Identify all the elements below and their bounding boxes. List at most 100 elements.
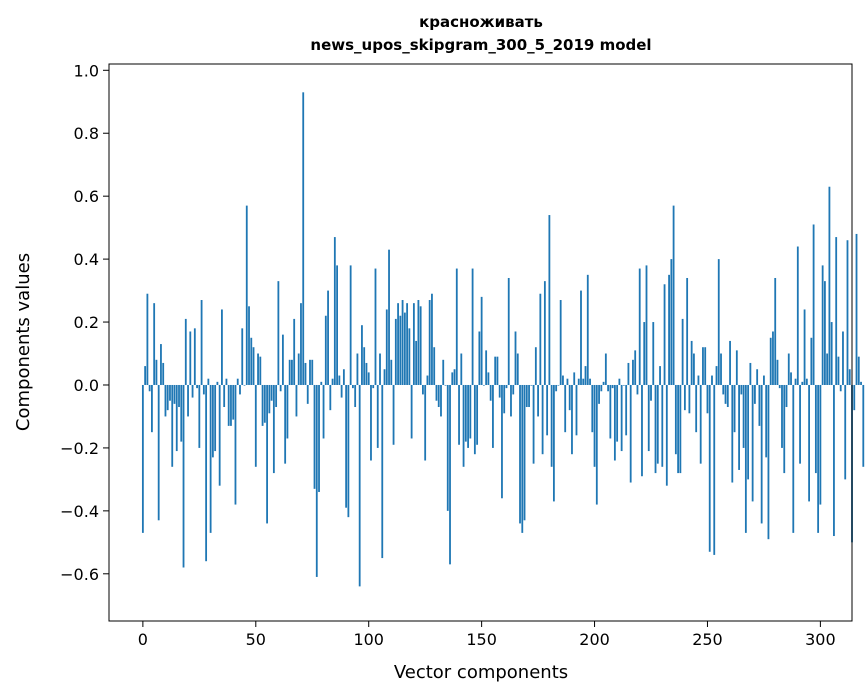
bar-135 — [446, 384, 449, 511]
bar-309 — [839, 384, 842, 392]
bar-150 — [480, 296, 483, 385]
bar-295 — [808, 384, 810, 502]
bar-268 — [747, 384, 750, 480]
bar-95 — [356, 353, 359, 385]
bar-56 — [268, 384, 271, 414]
bar-140 — [458, 384, 460, 445]
bar-253 — [713, 384, 716, 555]
bar-195 — [582, 378, 585, 385]
bar-163 — [510, 384, 512, 417]
bar-273 — [758, 384, 761, 426]
bar-190 — [571, 384, 573, 455]
x-tick-label: 250 — [692, 630, 723, 649]
bar-234 — [670, 259, 673, 385]
bar-269 — [749, 362, 752, 385]
bar-218 — [634, 350, 637, 385]
bar-298 — [814, 384, 817, 474]
bar-17 — [180, 384, 183, 442]
bar-278 — [769, 337, 772, 385]
bar-211 — [618, 378, 621, 385]
bar-194 — [580, 290, 582, 385]
ticks-group: 0 50 100 150 200 250 300 −0.6 −0.4 −0.2 0.0 0.2 0.4 0… — [60, 61, 836, 649]
bar-22 — [191, 384, 194, 398]
bar-82 — [327, 290, 329, 385]
bar-184 — [557, 384, 560, 386]
bar-5 — [153, 303, 156, 385]
bar-137 — [451, 372, 454, 385]
bar-100 — [367, 372, 370, 385]
bar-97 — [361, 325, 363, 385]
bar-274 — [760, 384, 763, 524]
bar-161 — [505, 384, 508, 389]
bar-259 — [726, 384, 729, 408]
bar-81 — [324, 315, 327, 385]
bar-317 — [857, 356, 860, 385]
bar-202 — [598, 384, 600, 404]
bar-65 — [288, 359, 291, 385]
bar-50 — [254, 384, 257, 467]
bar-123 — [419, 306, 422, 385]
bar-76 — [313, 384, 316, 489]
bar-112 — [394, 318, 397, 385]
bar-143 — [464, 384, 467, 442]
x-tick-label: 200 — [579, 630, 610, 649]
bar-313 — [848, 369, 851, 385]
bar-297 — [812, 224, 815, 385]
bar-153 — [487, 372, 490, 385]
bar-239 — [681, 318, 684, 385]
bar-251 — [708, 384, 711, 552]
bar-176 — [539, 293, 542, 385]
bar-136 — [449, 384, 451, 565]
bar-103 — [374, 268, 377, 385]
bar-293 — [803, 309, 806, 385]
bar-43 — [239, 384, 241, 395]
bar-88 — [340, 384, 343, 398]
bar-110 — [390, 359, 393, 385]
bar-183 — [555, 384, 558, 392]
bar-144 — [467, 384, 469, 448]
bar-35 — [221, 309, 223, 385]
bar-232 — [665, 384, 668, 486]
bar-236 — [674, 384, 677, 455]
y-tick-label: −0.4 — [60, 502, 99, 521]
bar-318 — [860, 381, 862, 385]
bar-23 — [193, 328, 196, 385]
bar-4 — [151, 384, 153, 433]
bar-223 — [645, 265, 648, 385]
chart-subtitle: news_upos_skipgram_300_5_2019 model — [310, 36, 651, 54]
bar-200 — [593, 384, 596, 467]
bar-48 — [250, 337, 253, 385]
bar-12 — [169, 384, 171, 401]
bar-78 — [318, 384, 320, 492]
bar-215 — [627, 362, 630, 385]
bar-86 — [336, 265, 338, 385]
bar-291 — [799, 384, 801, 464]
bar-241 — [686, 277, 689, 385]
bar-303 — [826, 353, 829, 385]
bar-272 — [756, 369, 759, 385]
bar-307 — [835, 237, 838, 385]
bar-90 — [345, 384, 348, 508]
bar-105 — [379, 353, 381, 385]
bar-127 — [428, 300, 431, 385]
bar-209 — [613, 384, 616, 461]
bar-213 — [623, 384, 625, 386]
bar-227 — [654, 384, 657, 474]
bar-149 — [478, 331, 481, 385]
bar-94 — [354, 384, 357, 408]
bar-32 — [214, 384, 217, 452]
bar-119 — [410, 384, 413, 439]
bar-55 — [266, 384, 268, 524]
bar-98 — [363, 347, 366, 385]
bar-306 — [833, 384, 835, 537]
bar-302 — [824, 281, 826, 385]
y-tick-label: 0.8 — [74, 124, 99, 143]
bar-216 — [629, 384, 632, 483]
bar-84 — [331, 378, 334, 385]
bar-93 — [352, 384, 354, 389]
bar-13 — [171, 384, 174, 467]
bar-177 — [541, 384, 544, 455]
bar-173 — [532, 384, 535, 464]
bar-138 — [453, 369, 456, 385]
bar-162 — [507, 277, 510, 385]
